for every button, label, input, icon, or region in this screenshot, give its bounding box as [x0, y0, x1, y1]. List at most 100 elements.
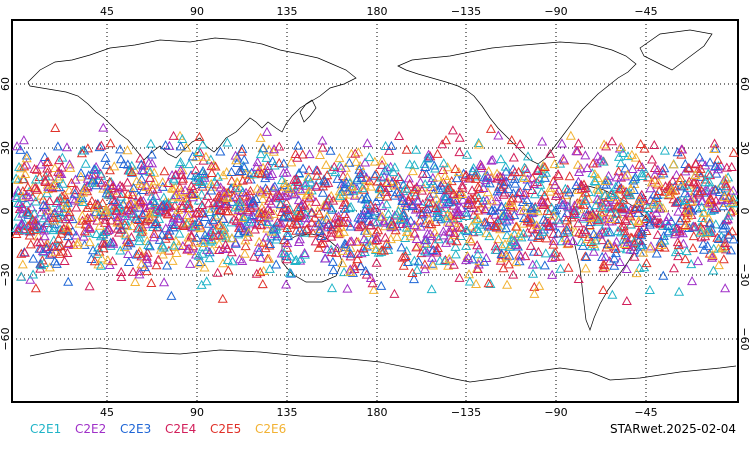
observation-marker	[680, 219, 691, 229]
observation-marker	[321, 159, 332, 169]
observation-marker	[610, 248, 621, 258]
observation-marker	[553, 185, 564, 195]
observation-marker	[720, 240, 731, 251]
observation-marker	[411, 182, 422, 192]
observation-marker	[149, 218, 160, 228]
observation-marker	[727, 205, 738, 215]
observation-marker	[686, 259, 697, 269]
observation-marker	[503, 259, 514, 269]
observation-marker	[703, 198, 714, 208]
observation-marker	[218, 170, 229, 180]
observation-marker	[501, 223, 512, 233]
observation-marker	[367, 278, 378, 288]
observation-marker	[411, 233, 422, 243]
observation-marker	[203, 198, 214, 208]
observation-marker	[13, 197, 24, 207]
observation-marker	[675, 176, 686, 186]
observation-marker	[232, 185, 244, 195]
observation-marker	[135, 228, 146, 238]
observation-marker	[206, 203, 218, 213]
observation-marker	[676, 149, 687, 159]
observation-marker	[17, 259, 28, 269]
observation-marker	[157, 177, 168, 187]
observation-marker	[604, 256, 615, 266]
observation-marker	[264, 253, 275, 263]
observation-marker	[365, 240, 376, 250]
observation-marker	[120, 210, 131, 220]
observation-marker	[680, 194, 691, 204]
observation-marker	[240, 241, 251, 251]
observation-marker	[334, 152, 345, 163]
observation-marker	[654, 185, 665, 195]
observation-marker	[661, 216, 672, 226]
observation-marker	[220, 205, 232, 216]
observation-marker	[61, 202, 72, 212]
observation-marker	[338, 216, 349, 226]
observation-marker	[346, 236, 357, 246]
observation-marker	[537, 136, 548, 146]
observation-marker	[336, 163, 347, 173]
observation-marker	[498, 179, 509, 189]
observation-marker	[239, 211, 250, 221]
observation-marker	[439, 170, 451, 181]
observation-marker	[86, 211, 98, 222]
observation-marker	[82, 202, 93, 212]
observation-marker	[39, 231, 50, 241]
observation-marker	[540, 248, 551, 258]
observation-marker	[381, 238, 392, 248]
observation-marker	[64, 207, 75, 217]
observation-marker	[474, 226, 485, 236]
observation-marker	[461, 207, 472, 217]
observation-marker	[539, 260, 550, 270]
observation-marker	[194, 258, 205, 268]
observation-marker	[204, 227, 215, 237]
observation-marker	[242, 205, 253, 215]
observation-marker	[180, 185, 191, 195]
observation-marker	[695, 227, 706, 237]
observation-marker	[122, 177, 133, 187]
observation-marker	[69, 195, 80, 205]
observation-marker	[594, 195, 605, 205]
observation-marker	[452, 206, 463, 217]
observation-marker	[93, 175, 104, 185]
observation-marker	[411, 242, 422, 252]
observation-marker	[169, 200, 180, 210]
observation-marker	[259, 208, 270, 218]
observation-marker	[35, 159, 46, 169]
observation-marker	[34, 171, 45, 182]
observation-marker	[295, 253, 306, 263]
observation-marker	[183, 232, 194, 242]
top-lon-labels: 45 90 135 180 −135 −90 −45	[100, 5, 658, 18]
observation-marker	[561, 225, 572, 235]
observation-marker	[276, 175, 287, 185]
observation-marker	[271, 259, 282, 269]
observation-marker	[137, 209, 148, 219]
observation-marker	[495, 171, 506, 181]
observation-marker	[719, 191, 730, 202]
observation-marker	[49, 162, 60, 173]
observation-marker	[620, 163, 631, 173]
observation-marker	[354, 164, 365, 174]
observation-marker	[608, 189, 619, 199]
observation-marker	[429, 160, 440, 170]
observation-marker	[716, 193, 727, 203]
observation-marker	[429, 227, 440, 237]
observation-marker	[219, 188, 230, 198]
observation-marker	[555, 263, 566, 273]
observation-marker	[432, 204, 443, 215]
observation-marker	[358, 243, 369, 253]
observation-marker	[622, 151, 634, 161]
observation-marker	[203, 218, 214, 228]
observation-marker	[253, 242, 264, 252]
observation-marker	[294, 225, 305, 235]
observation-marker	[473, 198, 484, 208]
observation-marker	[479, 256, 490, 266]
observation-marker	[369, 170, 380, 180]
observation-marker	[463, 253, 474, 263]
observation-marker	[230, 238, 241, 248]
observation-marker	[42, 217, 53, 227]
observation-marker	[326, 227, 337, 237]
observation-marker	[534, 174, 545, 184]
observation-marker	[174, 213, 185, 223]
observation-marker	[474, 183, 485, 193]
